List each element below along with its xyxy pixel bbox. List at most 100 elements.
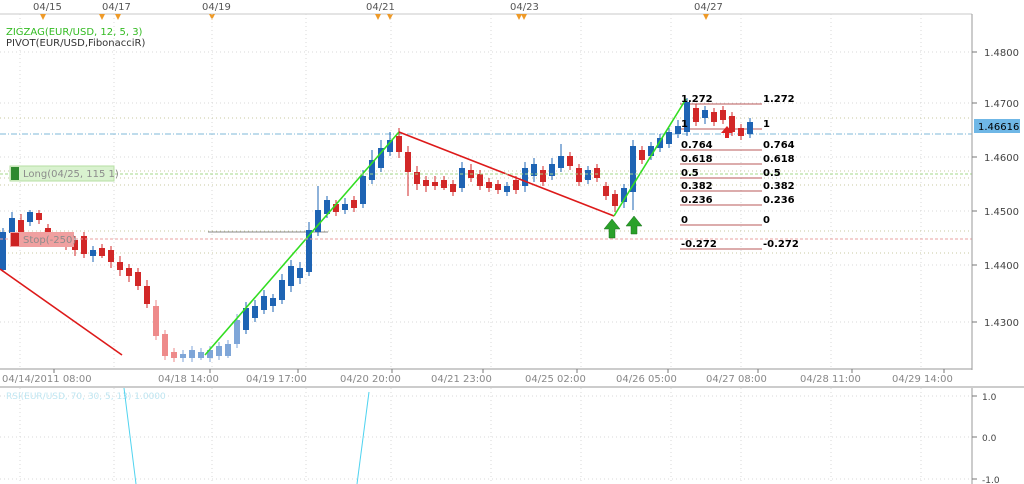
candle-body[interactable] (648, 146, 654, 156)
candle-body[interactable] (369, 160, 375, 180)
event-marker-icon[interactable] (99, 14, 105, 20)
candle-body[interactable] (108, 250, 114, 262)
candle-body[interactable] (18, 220, 24, 232)
candle-body[interactable] (621, 188, 627, 202)
candle-body[interactable] (27, 212, 33, 222)
candle-body[interactable] (207, 350, 213, 358)
candle-body[interactable] (450, 184, 456, 192)
event-marker-icon[interactable] (703, 14, 709, 20)
candle-body[interactable] (216, 346, 222, 356)
candle-body[interactable] (153, 306, 159, 336)
candle-body[interactable] (675, 126, 681, 134)
pivot-indicator-label[interactable]: PIVOT(EUR/USD,FibonacciR) (6, 38, 145, 49)
candle-body[interactable] (666, 132, 672, 144)
candle-body[interactable] (522, 168, 528, 186)
candle-body[interactable] (495, 184, 501, 190)
candle-body[interactable] (360, 176, 366, 204)
candle-body[interactable] (567, 156, 573, 166)
event-marker-icon[interactable] (209, 14, 215, 20)
candle-body[interactable] (189, 350, 195, 358)
candle-body[interactable] (630, 146, 636, 192)
candle-body[interactable] (99, 248, 105, 256)
candle-body[interactable] (441, 180, 447, 188)
candle-body[interactable] (306, 230, 312, 272)
candle-body[interactable] (423, 180, 429, 186)
candle-body[interactable] (144, 286, 150, 304)
event-marker-icon[interactable] (375, 14, 381, 20)
candle-body[interactable] (432, 182, 438, 186)
zigzag-up-segment-1[interactable] (204, 131, 400, 356)
candle-body[interactable] (387, 140, 393, 152)
candle-body[interactable] (729, 116, 735, 132)
candle-body[interactable] (315, 210, 321, 232)
candle-body[interactable] (558, 156, 564, 168)
candle-body[interactable] (90, 250, 96, 256)
candle-body[interactable] (720, 110, 726, 120)
stop-order-box[interactable] (10, 232, 74, 247)
candle-body[interactable] (288, 266, 294, 286)
candle-body[interactable] (72, 240, 78, 250)
candle-body[interactable] (639, 150, 645, 160)
zigzag-up-segment-2[interactable] (613, 98, 687, 217)
candle-body[interactable] (117, 262, 123, 270)
candle-body[interactable] (243, 308, 249, 330)
price-axis[interactable]: 1.4800 1.4700 1.4600 1.4500 1.4400 1.4300 1.4… (971, 14, 1020, 370)
candle-body[interactable] (351, 200, 357, 208)
candle-body[interactable] (126, 268, 132, 276)
candle-body[interactable] (270, 298, 276, 306)
event-marker-icon[interactable] (40, 14, 46, 20)
candle-body[interactable] (405, 152, 411, 172)
candle-body[interactable] (486, 182, 492, 188)
candle-body[interactable] (711, 112, 717, 122)
candle-body[interactable] (333, 204, 339, 212)
event-marker-icon[interactable] (115, 14, 121, 20)
candle-body[interactable] (504, 186, 510, 192)
candle-body[interactable] (738, 128, 744, 136)
candle-body[interactable] (702, 110, 708, 118)
zigzag-down-segment-1[interactable] (0, 268, 123, 356)
candle-body[interactable] (531, 164, 537, 176)
oscillator-line-segment-1[interactable] (123, 387, 137, 484)
candle-body[interactable] (540, 170, 546, 182)
candlestick-series[interactable] (0, 98, 753, 362)
candle-body[interactable] (513, 180, 519, 190)
long-order-box[interactable] (9, 165, 115, 182)
candle-body[interactable] (603, 186, 609, 196)
candle-body[interactable] (171, 352, 177, 358)
candle-body[interactable] (549, 164, 555, 176)
candle-body[interactable] (9, 218, 15, 233)
candle-body[interactable] (162, 334, 168, 356)
candle-body[interactable] (0, 232, 6, 270)
candle-body[interactable] (378, 148, 384, 168)
event-marker-icon[interactable] (387, 14, 393, 20)
order-lines[interactable]: Long(04/25, 115 1) Stop(-250) (0, 165, 972, 247)
candle-body[interactable] (612, 194, 618, 206)
main-plot-area[interactable] (0, 14, 972, 369)
candle-body[interactable] (594, 168, 600, 178)
candle-body[interactable] (585, 170, 591, 180)
candle-body[interactable] (747, 122, 753, 134)
candle-body[interactable] (324, 200, 330, 214)
event-marker-icon[interactable] (516, 14, 522, 20)
candle-body[interactable] (180, 354, 186, 358)
candle-body[interactable] (135, 272, 141, 286)
oscillator-line-segment-2[interactable] (356, 391, 370, 484)
candle-body[interactable] (198, 352, 204, 358)
time-axis[interactable]: 04/14/2011 08:00 04/18 14:00 04/19 17:00 04… (0, 368, 972, 385)
candle-body[interactable] (36, 213, 42, 220)
candle-body[interactable] (396, 136, 402, 152)
candle-body[interactable] (576, 168, 582, 182)
candle-body[interactable] (297, 268, 303, 278)
candle-body[interactable] (477, 174, 483, 186)
candle-body[interactable] (279, 280, 285, 300)
candle-body[interactable] (414, 172, 420, 184)
candle-body[interactable] (459, 168, 465, 188)
candle-body[interactable] (81, 236, 87, 254)
candle-body[interactable] (234, 320, 240, 344)
candle-body[interactable] (693, 108, 699, 122)
candle-body[interactable] (252, 306, 258, 318)
candle-body[interactable] (342, 204, 348, 210)
candle-body[interactable] (225, 344, 231, 356)
oscillator-label[interactable]: RSI(EUR/USD, 70, 30, 5, 13) 1.0000 (6, 392, 166, 402)
candle-body[interactable] (684, 102, 690, 132)
